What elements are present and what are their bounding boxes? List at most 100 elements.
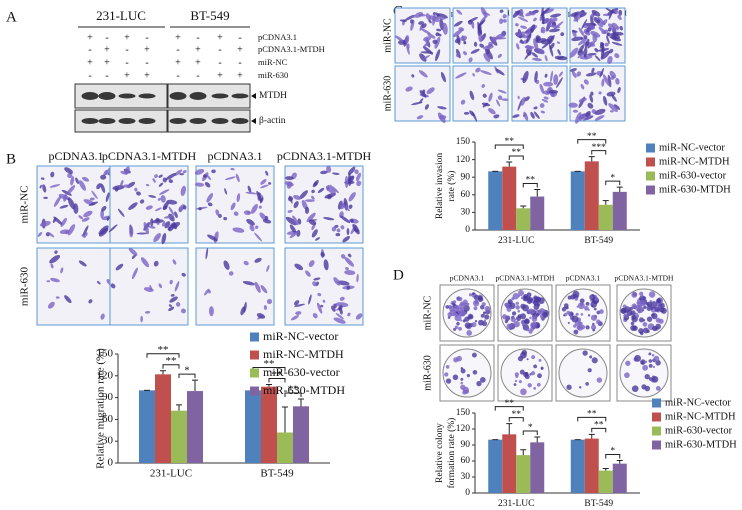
cell xyxy=(533,364,538,369)
cell xyxy=(180,308,186,314)
x-tick-label: 231-LUC xyxy=(498,499,534,509)
cell xyxy=(150,218,154,227)
cell xyxy=(623,313,627,318)
cell xyxy=(525,327,530,332)
cell xyxy=(162,177,167,183)
y-tick-label: 60 xyxy=(461,456,471,466)
cell xyxy=(170,294,175,297)
cell xyxy=(548,89,559,94)
cell xyxy=(569,47,579,58)
legend-label: miR-NC-MTDH xyxy=(665,411,736,422)
cell xyxy=(585,382,589,386)
cell xyxy=(454,325,459,330)
cell xyxy=(571,36,584,42)
cell xyxy=(452,300,457,304)
cell xyxy=(425,37,430,47)
cell xyxy=(584,38,590,49)
cell xyxy=(515,315,522,322)
cell xyxy=(556,41,561,44)
cell xyxy=(585,110,591,117)
significance-label: ** xyxy=(587,132,597,142)
cell xyxy=(308,294,312,305)
cell xyxy=(174,211,178,219)
cell xyxy=(512,114,520,118)
cell xyxy=(523,318,530,325)
cell xyxy=(587,52,597,56)
cell xyxy=(340,215,351,224)
cell xyxy=(582,350,588,356)
cell xyxy=(260,285,268,294)
cell xyxy=(299,190,308,200)
cell xyxy=(59,204,69,209)
cell xyxy=(468,293,473,297)
y-tick-label: 90 xyxy=(102,391,114,403)
cell xyxy=(596,377,603,383)
cell xyxy=(535,36,540,42)
cell xyxy=(589,355,593,359)
legend-label: miR-NC-MTDH xyxy=(659,156,730,167)
significance-label: ** xyxy=(587,410,597,420)
cell xyxy=(293,201,299,209)
error-bar xyxy=(588,433,595,439)
cell xyxy=(541,11,545,25)
cell xyxy=(589,294,596,301)
cell xyxy=(648,291,656,298)
cell xyxy=(326,165,332,173)
bar xyxy=(155,374,171,463)
legend-swatch xyxy=(652,440,661,450)
cell xyxy=(311,195,315,200)
row-label: pCDNA3.1 xyxy=(258,32,297,42)
sign: - xyxy=(238,57,241,68)
row-label: miR-630 xyxy=(258,70,288,80)
bar xyxy=(598,204,613,230)
cell xyxy=(494,37,507,40)
significance-bracket xyxy=(494,144,524,149)
cell xyxy=(305,270,311,277)
cell xyxy=(533,299,539,306)
cell xyxy=(484,306,491,312)
cell xyxy=(654,306,660,312)
cell xyxy=(181,272,186,277)
cell xyxy=(591,357,598,364)
cell xyxy=(81,217,90,222)
cell xyxy=(344,175,349,188)
cell xyxy=(659,307,665,313)
cell xyxy=(601,78,605,87)
cell xyxy=(527,383,532,388)
cell xyxy=(416,115,424,120)
cell xyxy=(571,315,579,323)
cell xyxy=(211,169,216,174)
sign: + xyxy=(104,57,110,68)
cell xyxy=(312,281,318,287)
cell xyxy=(648,363,653,368)
significance-bracket xyxy=(494,406,524,411)
cell xyxy=(456,321,460,326)
cell xyxy=(175,302,181,307)
cell xyxy=(128,247,138,256)
cell xyxy=(594,115,605,121)
cell xyxy=(527,296,533,303)
cell xyxy=(348,175,355,183)
cell xyxy=(499,9,504,13)
sign: + xyxy=(124,70,130,81)
significance-bracket xyxy=(146,353,180,358)
cell xyxy=(577,52,586,59)
bar xyxy=(516,208,531,230)
cell xyxy=(39,184,42,189)
significance-bracket xyxy=(162,364,180,369)
legend-label: miR-NC-MTDH xyxy=(263,347,344,361)
cell xyxy=(596,319,601,325)
cell xyxy=(444,372,449,377)
cell xyxy=(630,325,636,331)
sign: - xyxy=(88,44,91,55)
legend-label: miR-NC-vector xyxy=(659,142,725,153)
cell xyxy=(437,112,446,124)
cell xyxy=(548,44,554,57)
cell xyxy=(347,253,352,258)
cell xyxy=(163,215,174,219)
legend-swatch xyxy=(250,332,259,342)
cell xyxy=(49,184,61,188)
error-bar xyxy=(192,379,198,392)
cell xyxy=(524,45,535,50)
cell xyxy=(573,324,577,328)
